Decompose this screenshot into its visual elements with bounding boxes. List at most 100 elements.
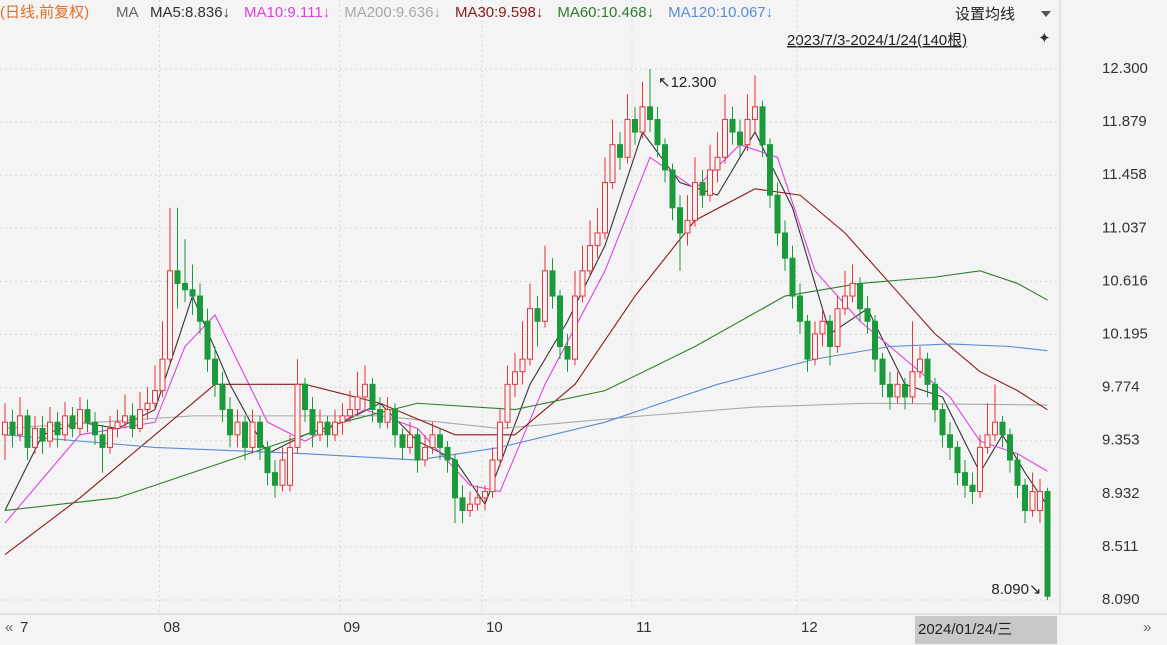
- candle-body: [219, 383, 226, 411]
- ma-line: [4, 270, 1048, 512]
- candle-body: [392, 409, 398, 436]
- scroll-right[interactable]: »: [1143, 619, 1151, 636]
- candle-body: [504, 383, 511, 423]
- candle-body: [122, 415, 128, 423]
- candle-body: [287, 446, 293, 486]
- candle-body: [857, 282, 863, 310]
- candle-body: [707, 169, 713, 196]
- candle-body: [339, 415, 346, 423]
- candle-body: [879, 358, 886, 385]
- candle-body: [212, 358, 218, 385]
- candle-body: [167, 270, 173, 360]
- candle-body: [909, 371, 916, 398]
- y-tick-label: 12.300: [1102, 60, 1148, 77]
- candle-body: [602, 182, 608, 234]
- legend-entry: MA5:8.836↓: [150, 4, 230, 21]
- candle-body: [917, 358, 923, 373]
- x-tick-label: 10: [486, 619, 503, 636]
- candle-body: [47, 421, 53, 442]
- x-tick-label: 11: [636, 619, 652, 636]
- y-tick-label: 8.932: [1102, 485, 1140, 502]
- legend-entry: MA60:10.468↓: [557, 4, 654, 21]
- candle-body: [609, 144, 616, 184]
- candle-body: [639, 106, 646, 133]
- y-tick-label: 8.511: [1102, 538, 1138, 555]
- candle-body: [969, 484, 976, 493]
- candle-body: [264, 446, 271, 474]
- candle-body: [804, 320, 811, 360]
- candle-body: [362, 383, 368, 398]
- candle-body: [519, 358, 526, 373]
- candle-body: [39, 427, 46, 442]
- candle-body: [99, 434, 106, 448]
- candle-body: [774, 194, 781, 234]
- candle-body: [812, 333, 818, 360]
- candle-body: [752, 106, 758, 120]
- candle-body: [827, 320, 833, 347]
- candle-body: [954, 446, 961, 474]
- candle-body: [159, 358, 166, 392]
- candle-body: [932, 383, 938, 411]
- candle-body: [62, 415, 68, 436]
- dropdown-icon[interactable]: [1041, 11, 1051, 17]
- candle-body: [474, 497, 481, 505]
- candle-body: [174, 270, 181, 284]
- candle-body: [624, 118, 631, 158]
- candle-body: [632, 118, 638, 133]
- candle-body: [2, 421, 8, 436]
- candle-body: [722, 118, 728, 158]
- candle-body: [789, 257, 796, 297]
- candle-body: [272, 472, 278, 486]
- x-tick-label: 12: [801, 619, 818, 636]
- pin-icon[interactable]: ✦: [1038, 30, 1051, 47]
- cursor-date: 2024/01/24/三: [918, 621, 1012, 638]
- candle-body: [77, 409, 83, 429]
- candle-body: [17, 415, 23, 436]
- candle-body: [324, 421, 331, 436]
- candle-body: [137, 409, 143, 429]
- y-tick-label: 9.774: [1102, 379, 1140, 396]
- candle-body: [84, 409, 91, 423]
- candle-body: [1037, 491, 1043, 511]
- candle-body: [1022, 484, 1028, 511]
- legend-entry: MA10:9.111↓: [244, 4, 330, 21]
- candle-body: [887, 383, 893, 398]
- candle-body: [534, 308, 541, 322]
- candle-body: [579, 270, 586, 297]
- candle-body: [767, 144, 773, 196]
- candle-body: [939, 409, 946, 436]
- candle-body: [737, 131, 743, 146]
- candle-body: [729, 118, 736, 133]
- candle-body: [924, 358, 931, 385]
- mode-label: (日线,前复权): [0, 3, 89, 21]
- candle-body: [842, 295, 848, 310]
- candle-body: [497, 421, 503, 461]
- candle-body: [782, 232, 788, 259]
- candle-body: [384, 409, 391, 423]
- candle-body: [699, 182, 706, 196]
- candle-body: [1044, 491, 1051, 597]
- candle-body: [279, 459, 286, 486]
- candle-body: [242, 421, 248, 448]
- scroll-left[interactable]: «: [5, 619, 13, 636]
- y-tick-label: 11.037: [1102, 219, 1147, 236]
- candle-body: [759, 106, 766, 146]
- candle-body: [662, 144, 668, 171]
- candle-body: [512, 371, 518, 385]
- legend-entry: MA30:9.598↓: [455, 4, 543, 21]
- candle-body: [204, 320, 211, 360]
- legend-entry: MA120:10.067↓: [668, 4, 773, 21]
- y-tick-label: 9.353: [1102, 432, 1140, 449]
- candle-body: [744, 118, 751, 146]
- candle-body: [257, 421, 263, 448]
- candle-body: [564, 345, 571, 360]
- candle-body: [32, 427, 38, 448]
- candle-body: [834, 308, 841, 347]
- candle-body: [399, 434, 406, 448]
- candle-body: [684, 219, 691, 234]
- x-tick-label: 08: [164, 619, 181, 636]
- candle-body: [107, 427, 113, 448]
- candle-body: [422, 446, 428, 461]
- ma-setting[interactable]: 设置均线: [955, 6, 1015, 23]
- candle-body: [437, 434, 443, 448]
